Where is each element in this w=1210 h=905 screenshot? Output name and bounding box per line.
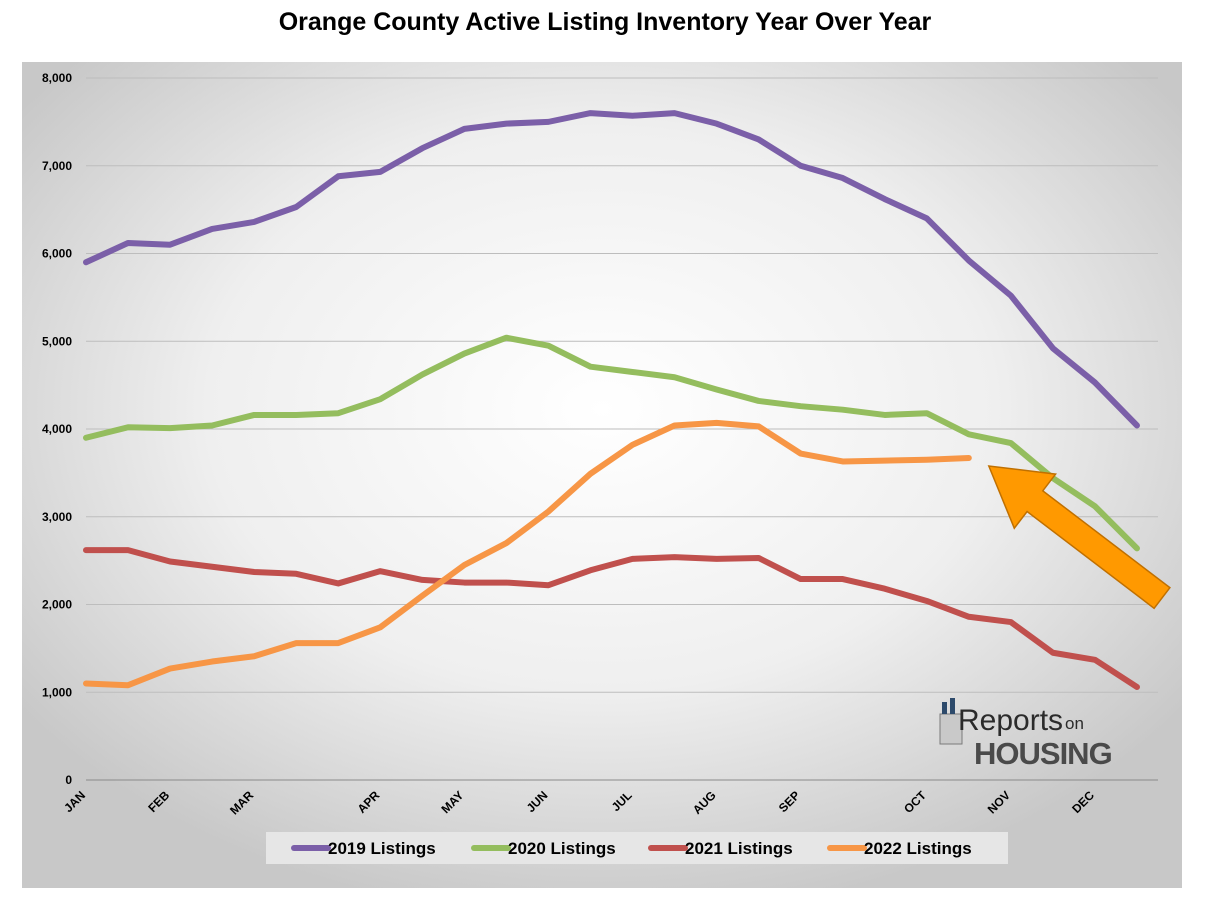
legend-label: 2019 Listings bbox=[328, 839, 436, 858]
y-tick-label: 1,000 bbox=[42, 685, 72, 699]
logo-bar-icon bbox=[942, 702, 947, 714]
annotation-arrow bbox=[987, 465, 1171, 610]
y-tick-label: 7,000 bbox=[42, 159, 72, 173]
orange-arrow-icon bbox=[987, 465, 1171, 610]
legend-label: 2021 Listings bbox=[685, 839, 793, 858]
legend-box bbox=[266, 832, 1008, 864]
reports-on-housing-logo: Reports on HOUSING bbox=[939, 698, 1113, 771]
series-line-2022-listings bbox=[83, 419, 972, 689]
y-tick-label: 2,000 bbox=[42, 598, 72, 612]
y-tick-label: 3,000 bbox=[42, 510, 72, 524]
y-tick-label: 5,000 bbox=[42, 334, 72, 348]
y-tick-label: 8,000 bbox=[42, 71, 72, 85]
chart-title: Orange County Active Listing Inventory Y… bbox=[278, 8, 932, 36]
logo-on-text: on bbox=[1065, 714, 1084, 733]
series-lines bbox=[83, 110, 1140, 690]
chart-frame: 0 1,000 2,000 3,000 4,000 5,000 6,000 7,000 8,00… bbox=[22, 62, 1182, 888]
series-line-2021-listings bbox=[83, 547, 1140, 690]
legend-label: 2022 Listings bbox=[864, 839, 972, 858]
logo-reports-text: Reports bbox=[958, 704, 1063, 737]
legend: 2019 Listings 2020 Listings 2021 Listings 2… bbox=[266, 832, 1008, 864]
y-tick-label: 4,000 bbox=[42, 422, 72, 436]
line-chart: 0 1,000 2,000 3,000 4,000 5,000 6,000 7,000 8,00… bbox=[22, 62, 1182, 888]
logo-bar-icon bbox=[950, 698, 955, 714]
legend-label: 2020 Listings bbox=[508, 839, 616, 858]
series-line-2020-listings bbox=[83, 334, 1140, 552]
logo-housing-text: HOUSING bbox=[974, 736, 1112, 771]
grid-lines bbox=[86, 77, 1158, 693]
series-line-2019-listings bbox=[83, 110, 1140, 429]
y-tick-label: 0 bbox=[65, 773, 72, 787]
y-tick-label: 6,000 bbox=[42, 247, 72, 261]
chart-background bbox=[22, 62, 1182, 888]
